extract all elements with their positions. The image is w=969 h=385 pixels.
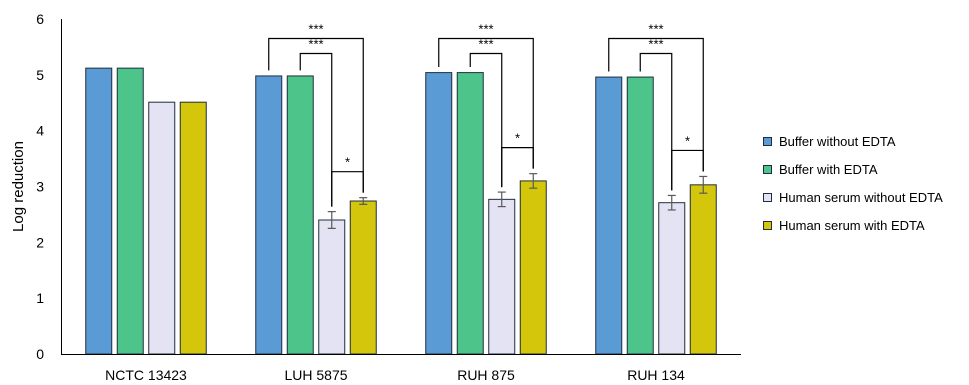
- legend: Buffer without EDTA Buffer with EDTA Human…: [763, 132, 943, 244]
- bar-buffer-with-edta: [456, 72, 484, 355]
- significance-bracket: [671, 149, 704, 191]
- significance-label: ***: [478, 22, 493, 37]
- significance-label: *: [345, 155, 350, 170]
- bar-buffer-without-edta: [595, 76, 623, 355]
- significance-label: ***: [308, 37, 323, 52]
- bar-human-serum-without-edta: [148, 101, 176, 355]
- legend-label: Human serum with EDTA: [779, 218, 925, 233]
- bar-buffer-without-edta: [85, 67, 113, 355]
- legend-label: Human serum without EDTA: [779, 190, 943, 205]
- legend-item: Human serum with EDTA: [763, 216, 943, 235]
- significance-bracket: [331, 171, 364, 207]
- y-axis-title: Log reduction: [10, 141, 27, 232]
- bar-human-serum-with-edta: [689, 184, 717, 355]
- y-tick-label: 5: [36, 67, 44, 83]
- legend-item: Buffer without EDTA: [763, 132, 943, 151]
- category-label: LUH 5875: [284, 367, 347, 383]
- significance-label: *: [685, 133, 690, 148]
- bar-buffer-with-edta: [116, 67, 144, 355]
- category-label: RUH 875: [457, 367, 515, 383]
- significance-label: ***: [308, 22, 323, 37]
- significance-label: *: [515, 131, 520, 146]
- legend-swatch: [763, 221, 772, 230]
- significance-bracket: [501, 147, 534, 188]
- category-label: RUH 134: [627, 367, 685, 383]
- legend-swatch: [763, 193, 772, 202]
- legend-item: Human serum without EDTA: [763, 188, 943, 207]
- significance-label: ***: [648, 37, 663, 52]
- bar-human-serum-with-edta: [179, 101, 207, 355]
- y-tick-label: 4: [36, 123, 44, 139]
- legend-label: Buffer without EDTA: [779, 134, 896, 149]
- significance-bracket: [299, 52, 333, 207]
- significance-brackets-group: *********************: [268, 22, 704, 207]
- y-tick-label: 0: [36, 346, 44, 362]
- y-tick-label: 2: [36, 234, 44, 250]
- significance-bracket: [438, 37, 534, 169]
- legend-swatch: [763, 137, 772, 146]
- bar-human-serum-with-edta: [349, 200, 377, 355]
- bar-buffer-without-edta: [255, 75, 283, 355]
- bar-human-serum-without-edta: [658, 202, 686, 355]
- y-tick-label: 3: [36, 179, 44, 195]
- legend-item: Buffer with EDTA: [763, 160, 943, 179]
- y-axis-ticks: 0 1 2 3 4 5 6: [36, 11, 44, 362]
- bar-buffer-with-edta: [286, 75, 314, 355]
- significance-bracket: [268, 37, 364, 193]
- category-label: NCTC 13423: [105, 367, 187, 383]
- y-tick-label: 1: [36, 290, 44, 306]
- bar-buffer-without-edta: [425, 72, 453, 355]
- bar-buffer-with-edta: [626, 76, 654, 355]
- significance-label: ***: [648, 22, 663, 37]
- error-bars-group: [327, 173, 708, 229]
- legend-swatch: [763, 165, 772, 174]
- legend-label: Buffer with EDTA: [779, 162, 878, 177]
- significance-label: ***: [478, 37, 493, 52]
- significance-bracket: [469, 52, 503, 188]
- bar-human-serum-with-edta: [519, 180, 547, 355]
- significance-bracket: [608, 37, 704, 172]
- bars-group: [85, 67, 717, 355]
- significance-bracket: [639, 52, 673, 191]
- category-labels: NCTC 13423 LUH 5875 RUH 875 RUH 134: [105, 367, 685, 383]
- bar-human-serum-without-edta: [318, 219, 346, 355]
- y-tick-label: 6: [36, 11, 44, 27]
- bar-human-serum-without-edta: [488, 198, 516, 355]
